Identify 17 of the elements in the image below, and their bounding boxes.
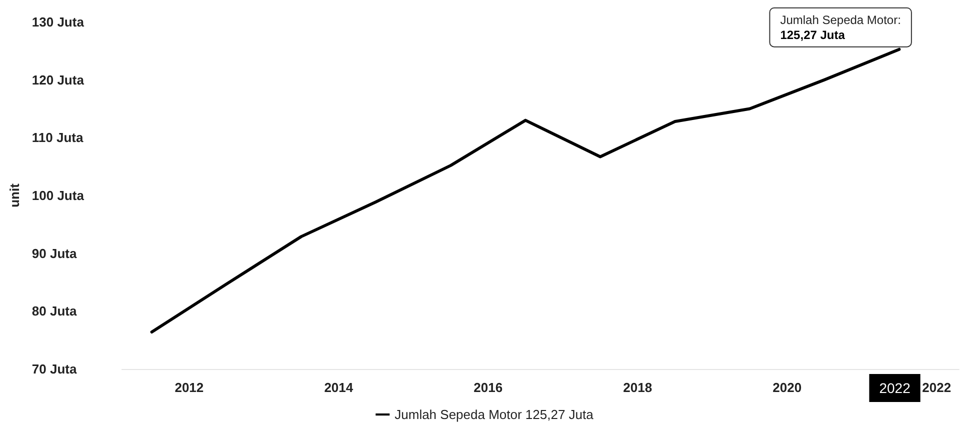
y-tick-label: 80 Juta <box>32 304 78 319</box>
y-tick-label: 70 Juta <box>32 362 78 376</box>
y-tick-label: 130 Juta <box>32 14 85 30</box>
y-tick-label: 90 Juta <box>32 246 78 261</box>
x-tick-label: 2020 <box>772 380 802 395</box>
x-tick-label: 2022 <box>922 380 952 395</box>
annotation: Jumlah Sepeda Motor: 125,27 Juta <box>780 12 901 42</box>
x-tick-label: 2014 <box>324 380 354 395</box>
y-tick-label: 100 Juta <box>32 188 85 203</box>
y-tick-label: 110 Juta <box>32 130 84 146</box>
x-tick-label: 2016 <box>474 380 503 395</box>
x-tick-label: 2018 <box>623 380 652 395</box>
y-tick-label: 120 Juta <box>32 72 85 88</box>
legend-label: Jumlah Sepeda Motor 125,27 Juta <box>394 407 594 422</box>
x-tick-label: 2012 <box>174 380 204 395</box>
y-axis-title: unit <box>7 182 22 208</box>
line-series <box>150 48 901 334</box>
